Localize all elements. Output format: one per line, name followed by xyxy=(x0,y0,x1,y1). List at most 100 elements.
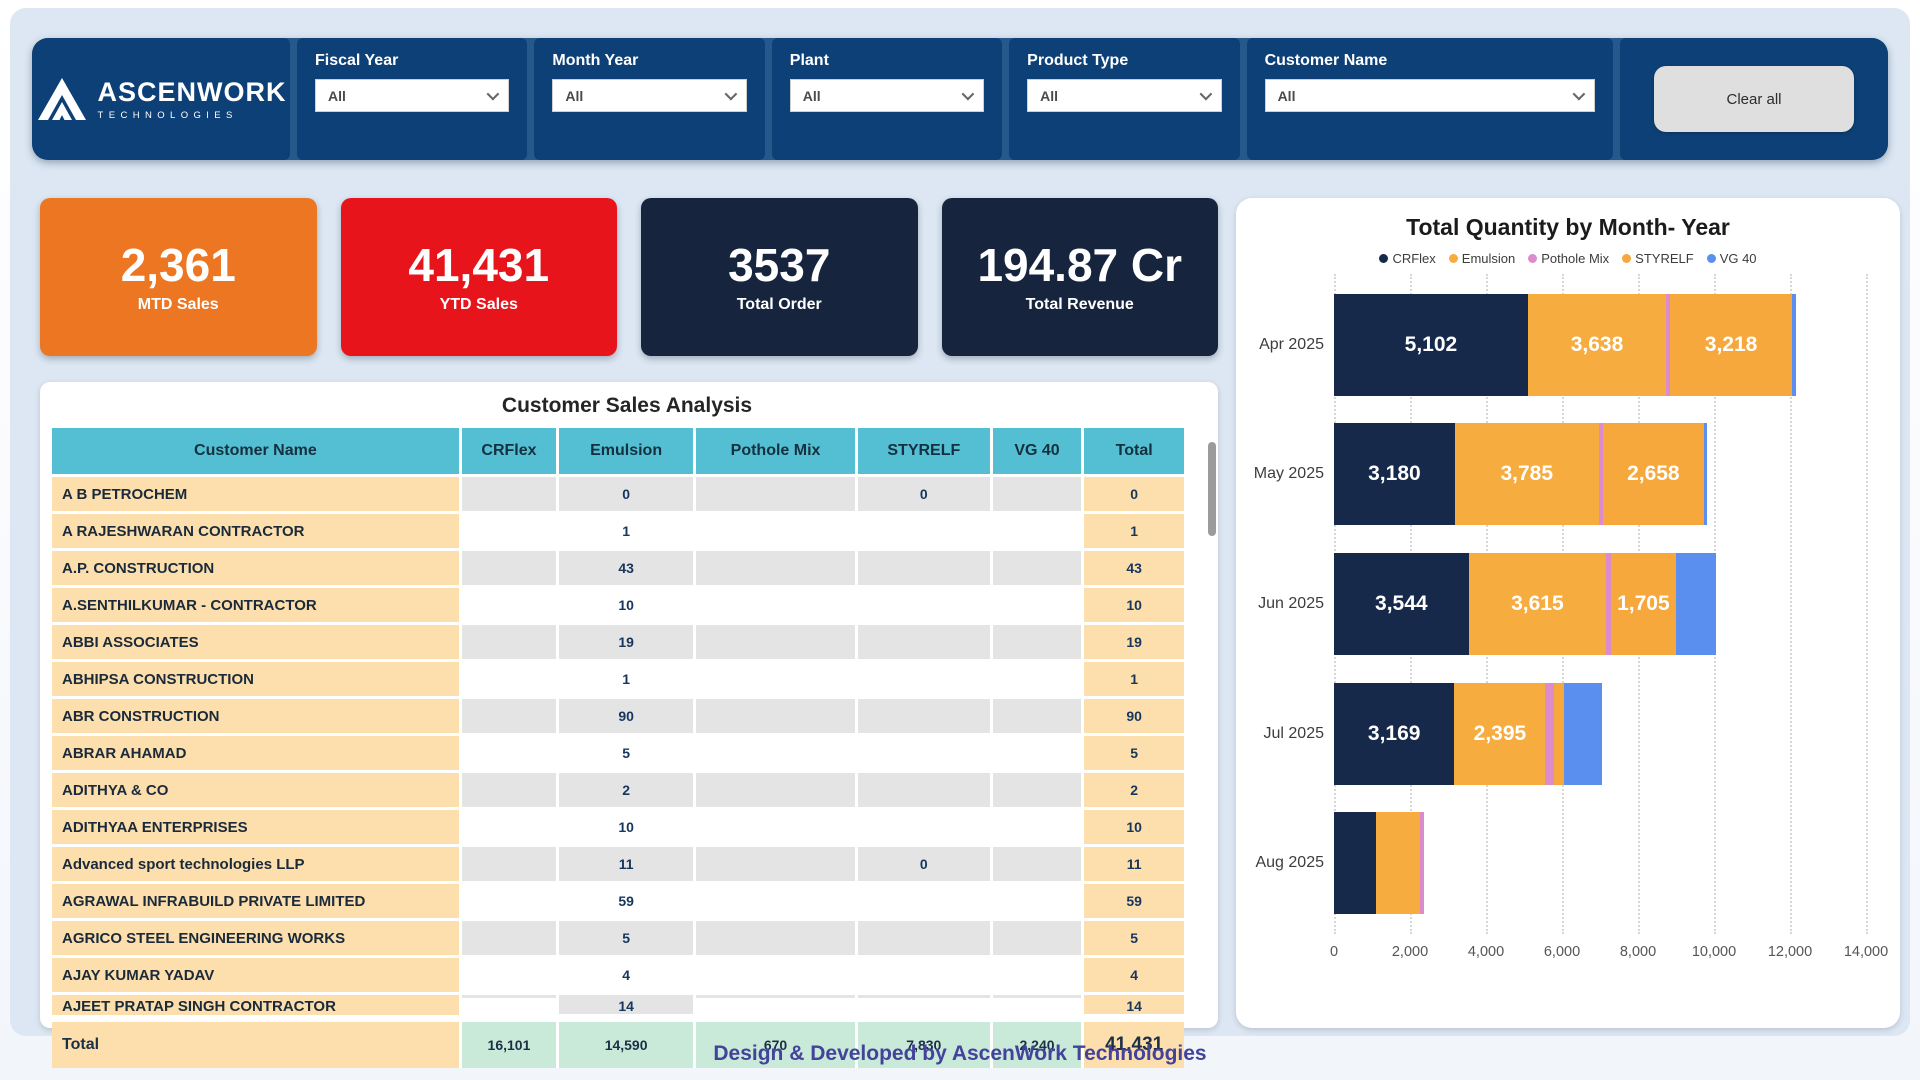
bar-value-label: 3,785 xyxy=(1500,462,1554,486)
bar-segment-emulsion[interactable]: 3,638 xyxy=(1527,293,1667,396)
value-cell xyxy=(461,995,560,998)
column-header-crflex[interactable]: CRFlex xyxy=(461,428,560,474)
legend-item-pothole-mix[interactable]: Pothole Mix xyxy=(1528,251,1609,266)
column-header-total[interactable]: Total xyxy=(1084,428,1184,474)
bar-segment-emulsion[interactable]: 2,395 xyxy=(1454,682,1546,785)
bar-segment-pothole-mix[interactable] xyxy=(1606,552,1611,655)
table-row[interactable]: AJAY KUMAR YADAV 4 4 xyxy=(52,958,1184,992)
table-row[interactable]: Advanced sport technologies LLP 11 0 11 xyxy=(52,847,1184,881)
bar-segment-pothole-mix[interactable] xyxy=(1666,293,1670,396)
legend-dot xyxy=(1706,254,1716,263)
table-row[interactable]: AGRICO STEEL ENGINEERING WORKS 5 5 xyxy=(52,921,1184,955)
bar-segment-vg-40[interactable] xyxy=(1675,552,1716,655)
clear-all-button[interactable]: Clear all xyxy=(1654,66,1855,132)
product-type-dropdown[interactable]: All xyxy=(1027,79,1222,112)
table-row[interactable]: ABHIPSA CONSTRUCTION 1 1 xyxy=(52,662,1184,696)
table-row[interactable]: A.P. CONSTRUCTION 43 43 xyxy=(52,551,1184,585)
value-cell xyxy=(992,662,1085,696)
value-cell: 0 xyxy=(857,477,993,511)
table-row[interactable]: ADITHYA & CO 2 2 xyxy=(52,773,1184,807)
row-total-cell: 5 xyxy=(1084,921,1184,955)
table-row[interactable]: AGRAWAL INFRABUILD PRIVATE LIMITED 59 59 xyxy=(52,884,1184,918)
legend-item-emulsion[interactable]: Emulsion xyxy=(1448,251,1515,266)
table-vertical-scrollbar[interactable] xyxy=(1208,442,1216,536)
bar-segment-vg-40[interactable] xyxy=(1792,293,1797,396)
customer-name-cell: ABRAR AHAMAD xyxy=(52,736,462,770)
value-cell xyxy=(857,662,993,696)
row-total-cell: 1 xyxy=(1084,514,1184,548)
customer-name-dropdown[interactable]: All xyxy=(1264,79,1596,112)
bar-segment-crflex[interactable] xyxy=(1334,812,1377,915)
table-row[interactable]: ADITHYAA ENTERPRISES 10 10 xyxy=(52,810,1184,844)
bar-segment-crflex[interactable]: 3,180 xyxy=(1334,423,1455,526)
brand-name: ASCENWORK xyxy=(97,77,287,107)
filter-customer-name: Customer Name All xyxy=(1246,38,1614,160)
table-row[interactable]: A.SENTHILKUMAR - CONTRACTOR 10 10 xyxy=(52,588,1184,622)
value-cell xyxy=(461,625,560,659)
bar-segment-styrelf[interactable] xyxy=(1554,682,1564,785)
value-cell xyxy=(696,551,858,585)
chevron-down-icon xyxy=(486,87,500,101)
column-header-customer-name[interactable]: Customer Name xyxy=(52,428,462,474)
logo-panel: ASCENWORK TECHNOLOGIES xyxy=(32,38,290,160)
category-label: Jul 2025 xyxy=(1263,724,1325,742)
table-row[interactable]: ABR CONSTRUCTION 90 90 xyxy=(52,699,1184,733)
chevron-down-icon xyxy=(724,87,738,101)
column-header-styrelf[interactable]: STYRELF xyxy=(857,428,993,474)
bar-segment-crflex[interactable]: 3,544 xyxy=(1334,552,1469,655)
value-cell xyxy=(992,847,1085,881)
table-row[interactable]: A RAJESHWARAN CONTRACTOR 1 1 xyxy=(52,514,1184,548)
legend-item-vg-40[interactable]: VG 40 xyxy=(1706,251,1757,266)
legend-item-styrelf[interactable]: STYRELF xyxy=(1622,251,1694,266)
chart-row-aug-2025: Aug 2025 xyxy=(1255,798,1866,928)
kpi-total-revenue: 194.87 Cr Total Revenue xyxy=(941,198,1218,356)
dropdown-value: All xyxy=(328,87,346,104)
column-header-pothole-mix[interactable]: Pothole Mix xyxy=(696,428,858,474)
bar-segment-emulsion[interactable] xyxy=(1376,812,1420,915)
value-cell xyxy=(857,588,993,622)
fiscal-year-dropdown[interactable]: All xyxy=(315,79,510,112)
bar-segment-styrelf[interactable]: 2,658 xyxy=(1602,423,1704,526)
chart-x-axis: 0 2,000 4,000 6,000 8,000 10,000 12,000 14,000 xyxy=(1330,944,1888,968)
bar-segment-styrelf[interactable]: 3,218 xyxy=(1669,293,1793,396)
plant-dropdown[interactable]: All xyxy=(789,79,985,112)
table-row[interactable]: ABRAR AHAMAD 5 5 xyxy=(52,736,1184,770)
value-cell xyxy=(857,810,993,844)
table-row[interactable]: ABBI ASSOCIATES 19 19 xyxy=(52,625,1184,659)
bar-segment-pothole-mix[interactable] xyxy=(1545,682,1555,785)
stacked-bar: 5,102 3,638 3,218 xyxy=(1334,293,1797,396)
customer-name-cell: AJEET PRATAP SINGH CONTRACTOR xyxy=(52,995,462,1015)
bar-value-label: 3,615 xyxy=(1511,591,1564,615)
bar-segment-crflex[interactable]: 5,102 xyxy=(1334,293,1528,396)
filter-plant: Plant All xyxy=(771,38,1003,160)
bar-segment-vg-40[interactable] xyxy=(1703,423,1708,526)
table-body: A B PETROCHEM 0 0 0 A RAJESHWARAN CONTRACTOR… xyxy=(52,477,1184,1022)
column-header-vg40[interactable]: VG 40 xyxy=(992,428,1085,474)
customer-name-cell: A.P. CONSTRUCTION xyxy=(52,551,462,585)
bar-segment-emulsion[interactable]: 3,785 xyxy=(1454,423,1599,526)
bar-segment-crflex[interactable]: 3,169 xyxy=(1334,682,1455,785)
table-row[interactable]: AJEET PRATAP SINGH CONTRACTOR 14 14 xyxy=(52,995,1184,1022)
customer-sales-card: Customer Sales Analysis Customer Name CR… xyxy=(40,382,1218,1068)
value-cell xyxy=(992,699,1085,733)
bar-segment-pothole-mix[interactable] xyxy=(1419,812,1424,915)
value-cell xyxy=(696,810,858,844)
table-row[interactable]: A B PETROCHEM 0 0 0 xyxy=(52,477,1184,511)
month-year-dropdown[interactable]: All xyxy=(552,79,747,112)
customer-name-cell: ADITHYAA ENTERPRISES xyxy=(52,810,462,844)
bar-segment-pothole-mix[interactable] xyxy=(1598,423,1603,526)
filter-product-type: Product Type All xyxy=(1009,38,1240,160)
bar-segment-emulsion[interactable]: 3,615 xyxy=(1468,552,1607,655)
customer-name-cell: A.SENTHILKUMAR - CONTRACTOR xyxy=(52,588,462,622)
bar-segment-styrelf[interactable]: 1,705 xyxy=(1610,552,1676,655)
column-header-emulsion[interactable]: Emulsion xyxy=(559,428,697,474)
bar-value-label: 3,169 xyxy=(1367,721,1421,745)
legend-label: STYRELF xyxy=(1635,251,1694,266)
legend-item-crflex[interactable]: CRFlex xyxy=(1379,251,1436,266)
row-total-cell: 1 xyxy=(1084,662,1184,696)
bar-segment-vg-40[interactable] xyxy=(1563,682,1602,785)
value-cell: 0 xyxy=(857,847,993,881)
filter-label: Plant xyxy=(789,52,829,69)
x-axis-tick: 6,000 xyxy=(1543,944,1581,960)
